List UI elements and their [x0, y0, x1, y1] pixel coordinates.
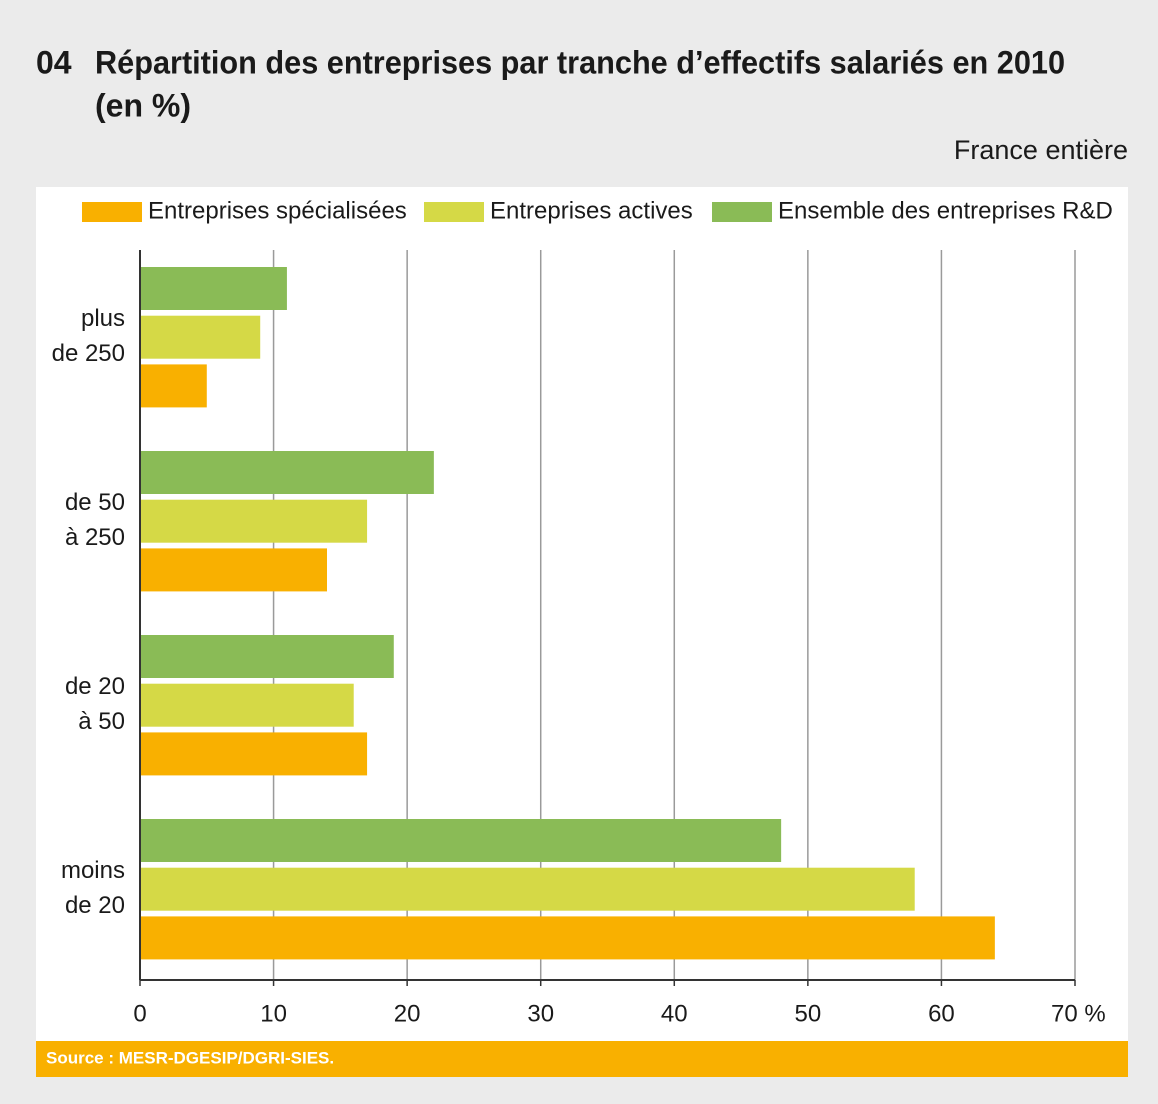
source: Source : MESR-DGESIP/DGRI-SIES. [46, 1048, 334, 1067]
legend-label: Entreprises spécialisées [148, 197, 407, 224]
bar [140, 683, 354, 727]
bar [140, 315, 261, 359]
y-tick-label: plus [81, 305, 125, 332]
x-tick-label: 60 [928, 1000, 955, 1027]
bar [140, 451, 434, 494]
bar [140, 499, 368, 543]
x-tick-label: 70 % [1051, 1000, 1106, 1027]
x-tick-label: 0 [133, 1000, 146, 1027]
plot-panel [36, 187, 1128, 1041]
y-tick-label: de 250 [52, 340, 125, 367]
chart-title: (en %) [95, 87, 191, 123]
bar [140, 364, 207, 408]
x-tick-label: 20 [394, 1000, 421, 1027]
y-tick-label: à 250 [65, 524, 125, 551]
bar [140, 867, 915, 911]
y-tick-label: de 20 [65, 673, 125, 700]
bar [140, 916, 995, 960]
y-tick-label: de 20 [65, 892, 125, 919]
bar [140, 635, 394, 678]
bar [140, 732, 368, 776]
legend-swatch [82, 202, 142, 222]
legend-swatch [424, 202, 484, 222]
y-tick-label: à 50 [78, 708, 125, 735]
x-tick-label: 30 [527, 1000, 554, 1027]
x-tick-label: 40 [661, 1000, 688, 1027]
figure-number: 04 [36, 44, 72, 80]
chart-subtitle: France entière [954, 135, 1128, 165]
x-tick-label: 50 [795, 1000, 822, 1027]
y-tick-label: moins [61, 857, 125, 884]
bar [140, 267, 287, 310]
bar [140, 548, 327, 592]
x-tick-label: 10 [260, 1000, 287, 1027]
legend-label: Entreprises actives [490, 197, 693, 224]
legend-label: Ensemble des entreprises R&D [778, 197, 1113, 224]
legend-swatch [712, 202, 772, 222]
chart-title: Répartition des entreprises par tranche … [95, 44, 1065, 80]
source-bar [36, 1041, 1128, 1077]
bar [140, 819, 782, 862]
y-tick-label: de 50 [65, 489, 125, 516]
